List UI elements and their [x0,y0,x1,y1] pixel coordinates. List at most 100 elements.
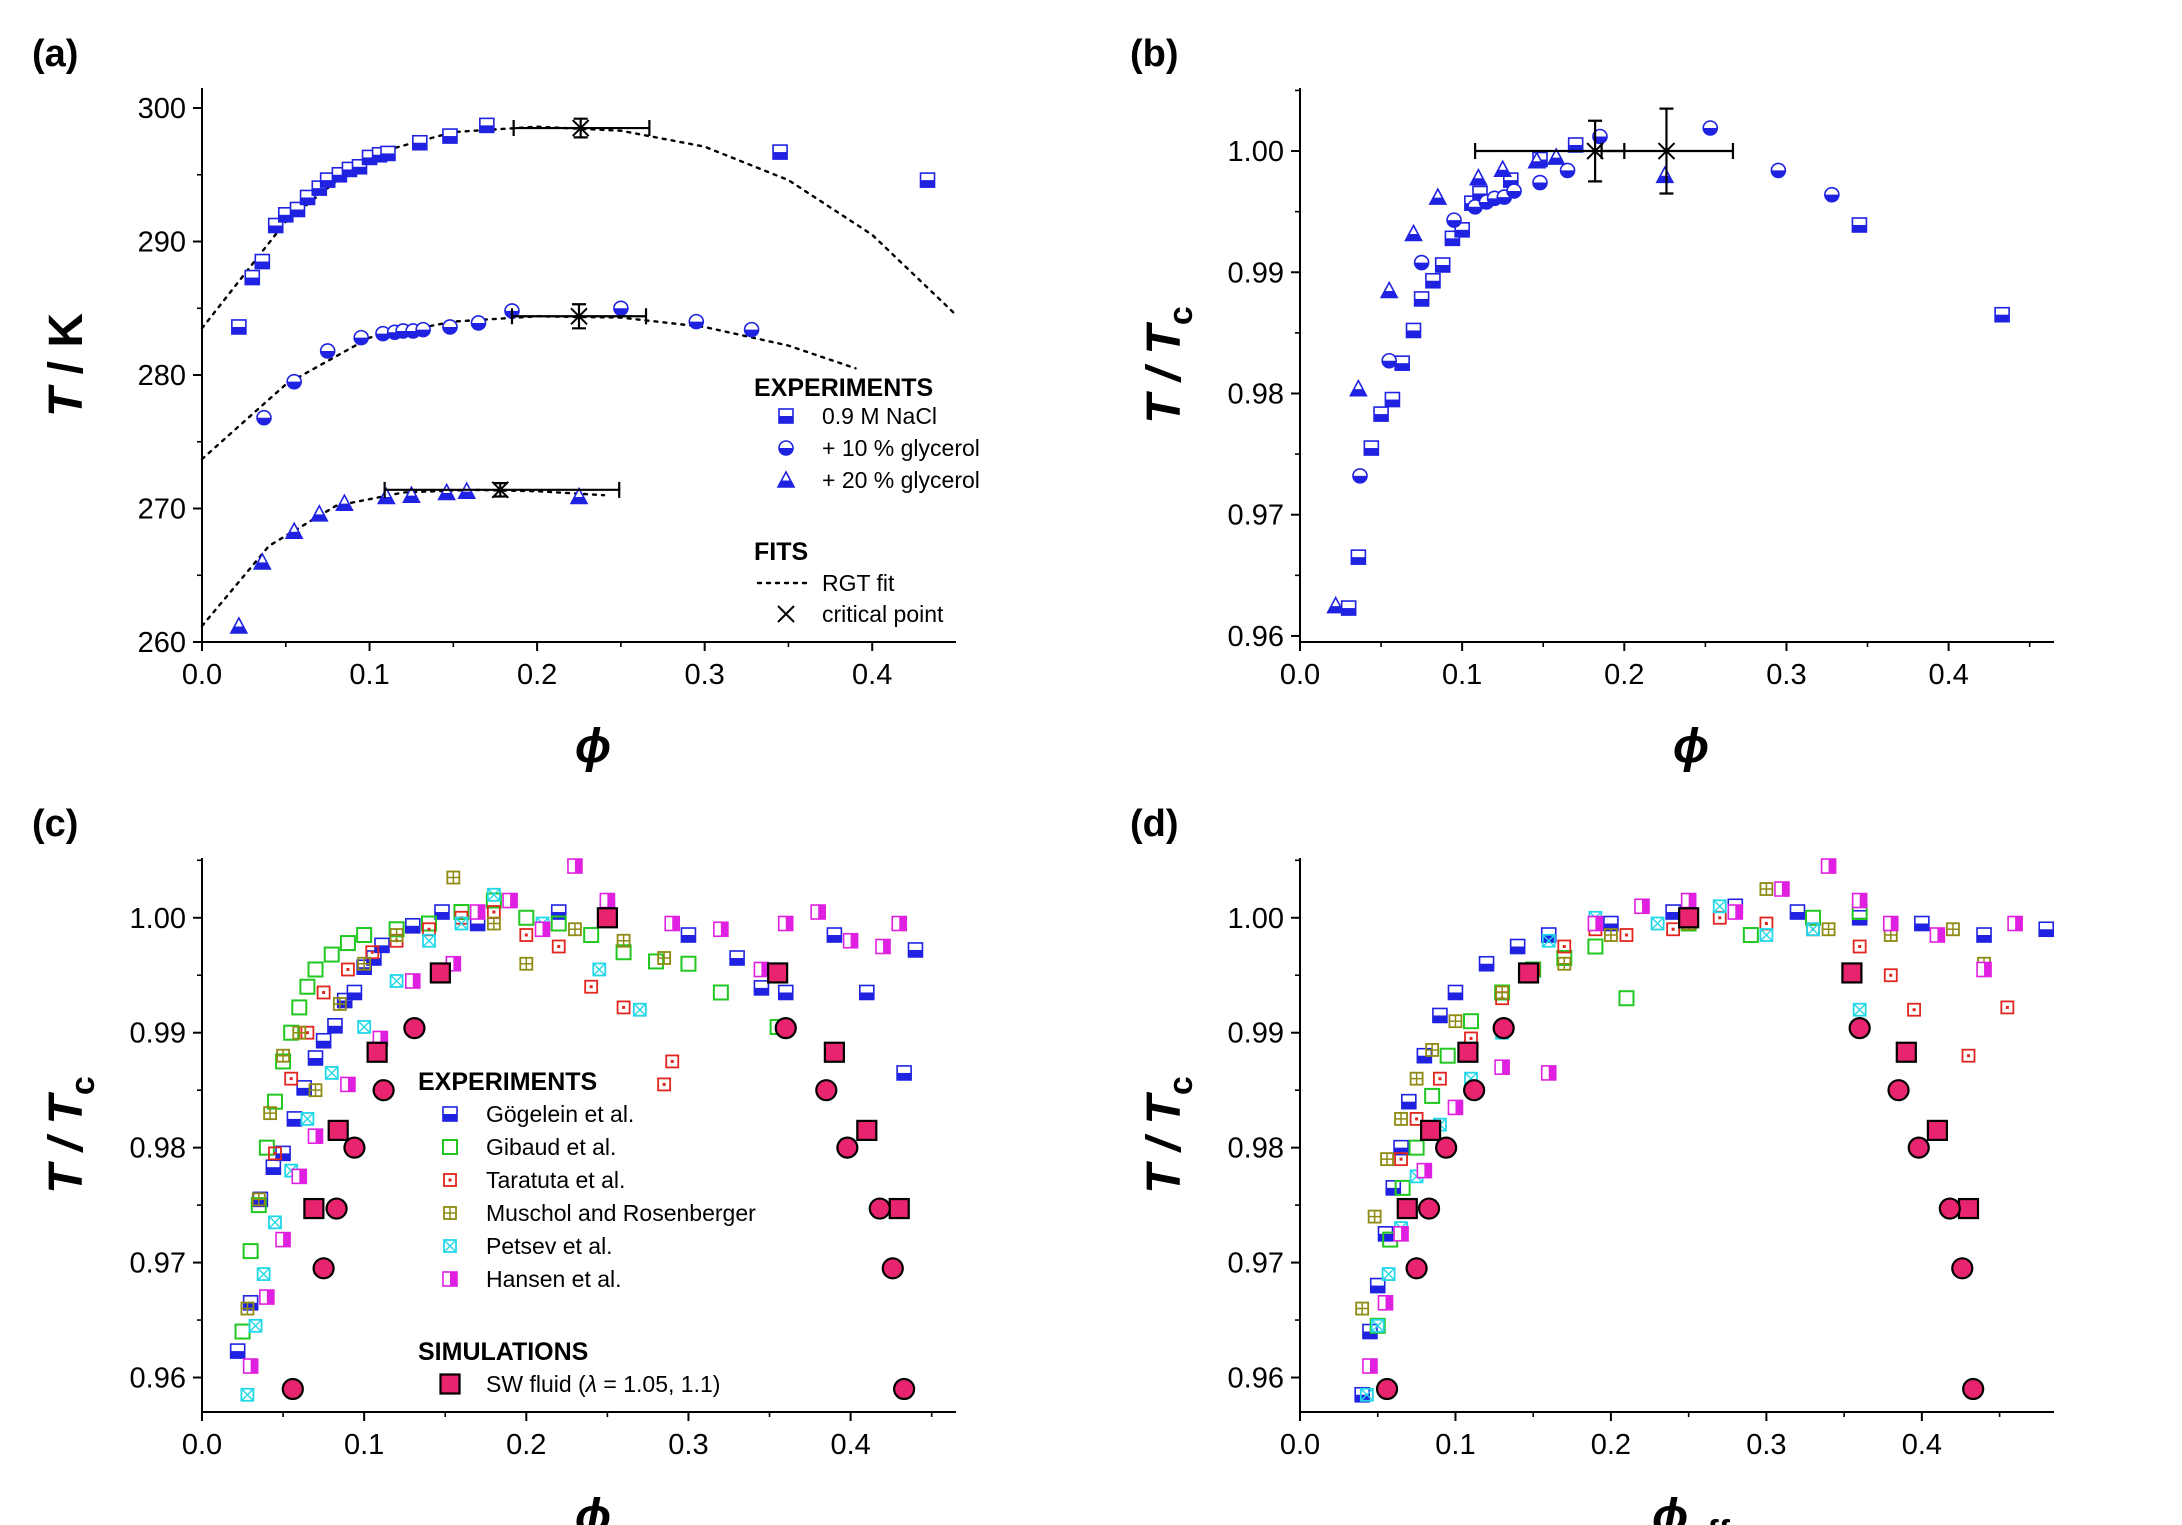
data-point-fill [1890,916,1898,931]
data-point [1895,1041,1917,1063]
data-point-fill [347,992,362,1000]
data-point [1457,1041,1479,1063]
data-point-x [257,1267,271,1281]
data-point [592,962,607,977]
data-point-fill [920,180,935,188]
y-axis-title-main: T [40,1161,93,1194]
data-point-fill [1435,264,1450,272]
data-point-fill [1401,1226,1409,1241]
data-point [1852,1002,1867,1017]
x-axis: 0.0 0.1 0.2 0.3 0.4 [1280,1412,2001,1461]
legend-simulations-title: SIMULATIONS [418,1338,588,1366]
data-point [1907,1136,1930,1159]
data-point [242,1243,259,1260]
y-axis: 260 270 280 290 300 [138,93,202,659]
data-point-plus [1426,1043,1439,1056]
data-point [1712,899,1727,914]
data-point [1375,1377,1399,1401]
data-point-fill [1445,238,1460,246]
legend-item-label: + 20 % glycerol [822,467,980,493]
data-point-fill [297,1087,312,1095]
legend-item-label: 0.9 M NaCl [822,403,937,429]
data-point-x [592,962,606,976]
data-point [1587,938,1604,955]
data-point-x [325,1066,339,1080]
legend-marker-plus [444,1207,456,1219]
data-point-fill [1386,1187,1401,1195]
data-point-fill [403,495,420,503]
data-point-x [487,888,501,902]
data-point-plus [293,1026,306,1039]
data-point [1678,907,1700,929]
data-point [518,909,535,926]
data-point-fill [1447,220,1462,228]
legend-marker-fill [443,1114,457,1121]
series-hansen-et-al- [1362,858,2023,1374]
data-point-fill [681,935,696,943]
data-point [422,933,436,948]
data-point [366,1041,388,1063]
x-tick-label: 0.4 [1928,659,1968,691]
data-point-fill [458,491,475,499]
y-axis-title-unit: / K [40,313,93,388]
panel-d: (d) 0.0 0.1 0.2 0.3 0.4 0.96 0.97 0.98 0.99 1.00 ϕe… [1130,803,2055,1525]
data-point-fill [1479,963,1494,971]
data-point-dot [1624,933,1628,937]
data-point-plus [358,957,371,970]
critical-point-cross [570,307,588,325]
data-point [300,1112,315,1126]
data-point-fill [412,973,420,988]
data-point-fill [230,1351,245,1359]
x-axis: 0.0 0.1 0.2 0.3 0.4 [182,1412,933,1461]
data-point-fill [1425,280,1440,288]
data-point-x [1371,1319,1385,1333]
data-point [1359,1387,1374,1402]
x-tick-label: 0.2 [517,659,557,691]
data-point-fill [574,859,582,874]
data-point-fill [332,174,347,182]
data-point-fill [471,322,486,330]
data-point [665,1054,680,1069]
data-point-plus [1449,1015,1462,1028]
data-point [1381,1267,1396,1281]
data-point [454,916,469,931]
series-sw-fluid-1-05 [1396,907,1980,1220]
panel-a: (a) 0.0 0.1 0.2 0.3 0.4 260 270 280 290 300 ϕ T / K E… [32,33,980,773]
data-point-fill [1914,923,1929,931]
y-tick-label: 0.99 [130,1018,186,1050]
y-axis: 0.96 0.97 0.98 0.99 1.00 [1228,859,1300,1395]
data-point-fill [479,125,494,133]
data-point-dot [427,927,431,931]
y-axis-title-subscript: c [1162,306,1200,325]
x-axis-title-main: ϕ [575,720,611,773]
data-point [343,1136,366,1159]
data-point-x [300,1112,314,1126]
data-point [1887,1079,1910,1102]
data-point-x [1853,1003,1867,1017]
data-point-fill [276,1153,291,1161]
data-point-dot [370,950,374,954]
data-point [712,984,729,1001]
legend-item-label: critical point [822,601,944,627]
data-point-x [249,1319,263,1333]
data-point-fill [850,933,858,948]
legend-experiments-title: EXPERIMENTS [418,1068,597,1096]
data-point-fill [899,916,907,931]
data-point-dot [2005,1005,2009,1009]
data-point-dot [662,1082,666,1086]
data-point [1419,1119,1442,1142]
data-point-x [1651,917,1665,931]
data-point [1396,1197,1418,1220]
data-point-plus [487,917,500,930]
data-point-plus [241,1302,254,1315]
data-point-fill [266,1167,281,1175]
legend-item-label: Taratuta et al. [486,1167,625,1193]
data-point [303,1197,325,1220]
data-point-fill [1852,224,1867,232]
data-point-fill [352,166,367,174]
data-point-fill [908,949,923,957]
data-point-fill [336,503,353,511]
axes-frame [201,88,956,643]
data-point [1433,1071,1447,1086]
